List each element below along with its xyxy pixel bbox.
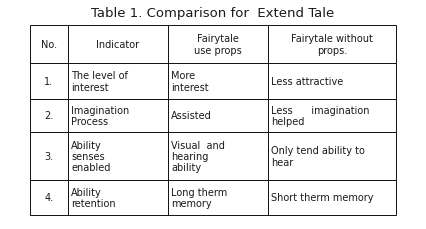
Text: Fairytale without
props.: Fairytale without props.	[291, 34, 373, 55]
Text: Indicator: Indicator	[96, 40, 140, 50]
Text: More
interest: More interest	[171, 71, 209, 92]
Text: Ability
retention: Ability retention	[71, 187, 115, 208]
Bar	[168, 26, 268, 64]
Text: Less attractive: Less attractive	[271, 77, 343, 87]
Bar	[30, 180, 68, 215]
Bar	[68, 132, 168, 180]
Text: Less      imagination
helped: Less imagination helped	[271, 105, 369, 127]
Text: Table 1. Comparison for  Extend Tale: Table 1. Comparison for Extend Tale	[91, 6, 335, 19]
Text: Long therm
memory: Long therm memory	[171, 187, 227, 208]
Text: Assisted: Assisted	[171, 111, 212, 121]
Text: Ability
senses
enabled: Ability senses enabled	[71, 140, 110, 172]
Text: Only tend ability to
hear: Only tend ability to hear	[271, 146, 365, 167]
Text: 1.: 1.	[44, 77, 54, 87]
Bar	[30, 64, 68, 100]
Bar	[68, 180, 168, 215]
Bar	[168, 180, 268, 215]
Bar	[30, 100, 68, 132]
Bar	[168, 64, 268, 100]
Bar	[268, 100, 396, 132]
Bar	[268, 180, 396, 215]
Bar	[68, 26, 168, 64]
Text: Fairytale
use props: Fairytale use props	[194, 34, 242, 55]
Text: 3.: 3.	[44, 151, 54, 161]
Bar	[30, 26, 68, 64]
Text: Visual  and
hearing
ability: Visual and hearing ability	[171, 140, 225, 172]
Bar	[268, 64, 396, 100]
Text: Short therm memory: Short therm memory	[271, 193, 374, 203]
Text: 4.: 4.	[44, 193, 54, 203]
Text: No.: No.	[41, 40, 57, 50]
Bar	[268, 26, 396, 64]
Text: The level of
interest: The level of interest	[71, 71, 128, 92]
Bar	[30, 132, 68, 180]
Bar	[168, 100, 268, 132]
Bar	[68, 100, 168, 132]
Bar	[168, 132, 268, 180]
Bar	[68, 64, 168, 100]
Text: 2.: 2.	[44, 111, 54, 121]
Bar	[268, 132, 396, 180]
Text: Imagination
Process: Imagination Process	[71, 105, 129, 127]
